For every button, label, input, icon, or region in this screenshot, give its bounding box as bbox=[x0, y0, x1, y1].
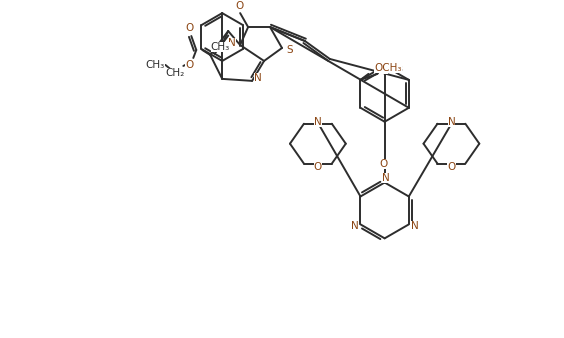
Text: N: N bbox=[448, 117, 455, 127]
Text: O: O bbox=[380, 159, 388, 169]
Text: N: N bbox=[382, 172, 390, 183]
Text: N: N bbox=[351, 221, 358, 232]
Text: O: O bbox=[185, 60, 193, 70]
Text: O: O bbox=[447, 162, 456, 172]
Text: 3: 3 bbox=[398, 66, 402, 74]
Text: O: O bbox=[185, 23, 193, 33]
Text: OCH₃: OCH₃ bbox=[374, 63, 402, 73]
Text: N: N bbox=[228, 38, 236, 48]
Text: O: O bbox=[380, 64, 387, 74]
Text: O: O bbox=[235, 1, 243, 11]
Text: CH₃: CH₃ bbox=[210, 42, 230, 52]
Text: CH: CH bbox=[387, 63, 402, 73]
Text: N: N bbox=[314, 117, 321, 127]
Text: CH₃: CH₃ bbox=[146, 60, 165, 70]
Text: N: N bbox=[254, 73, 262, 83]
Text: CH₂: CH₂ bbox=[166, 68, 185, 78]
Text: N: N bbox=[411, 221, 418, 232]
Text: S: S bbox=[287, 45, 293, 55]
Text: O: O bbox=[314, 162, 322, 172]
